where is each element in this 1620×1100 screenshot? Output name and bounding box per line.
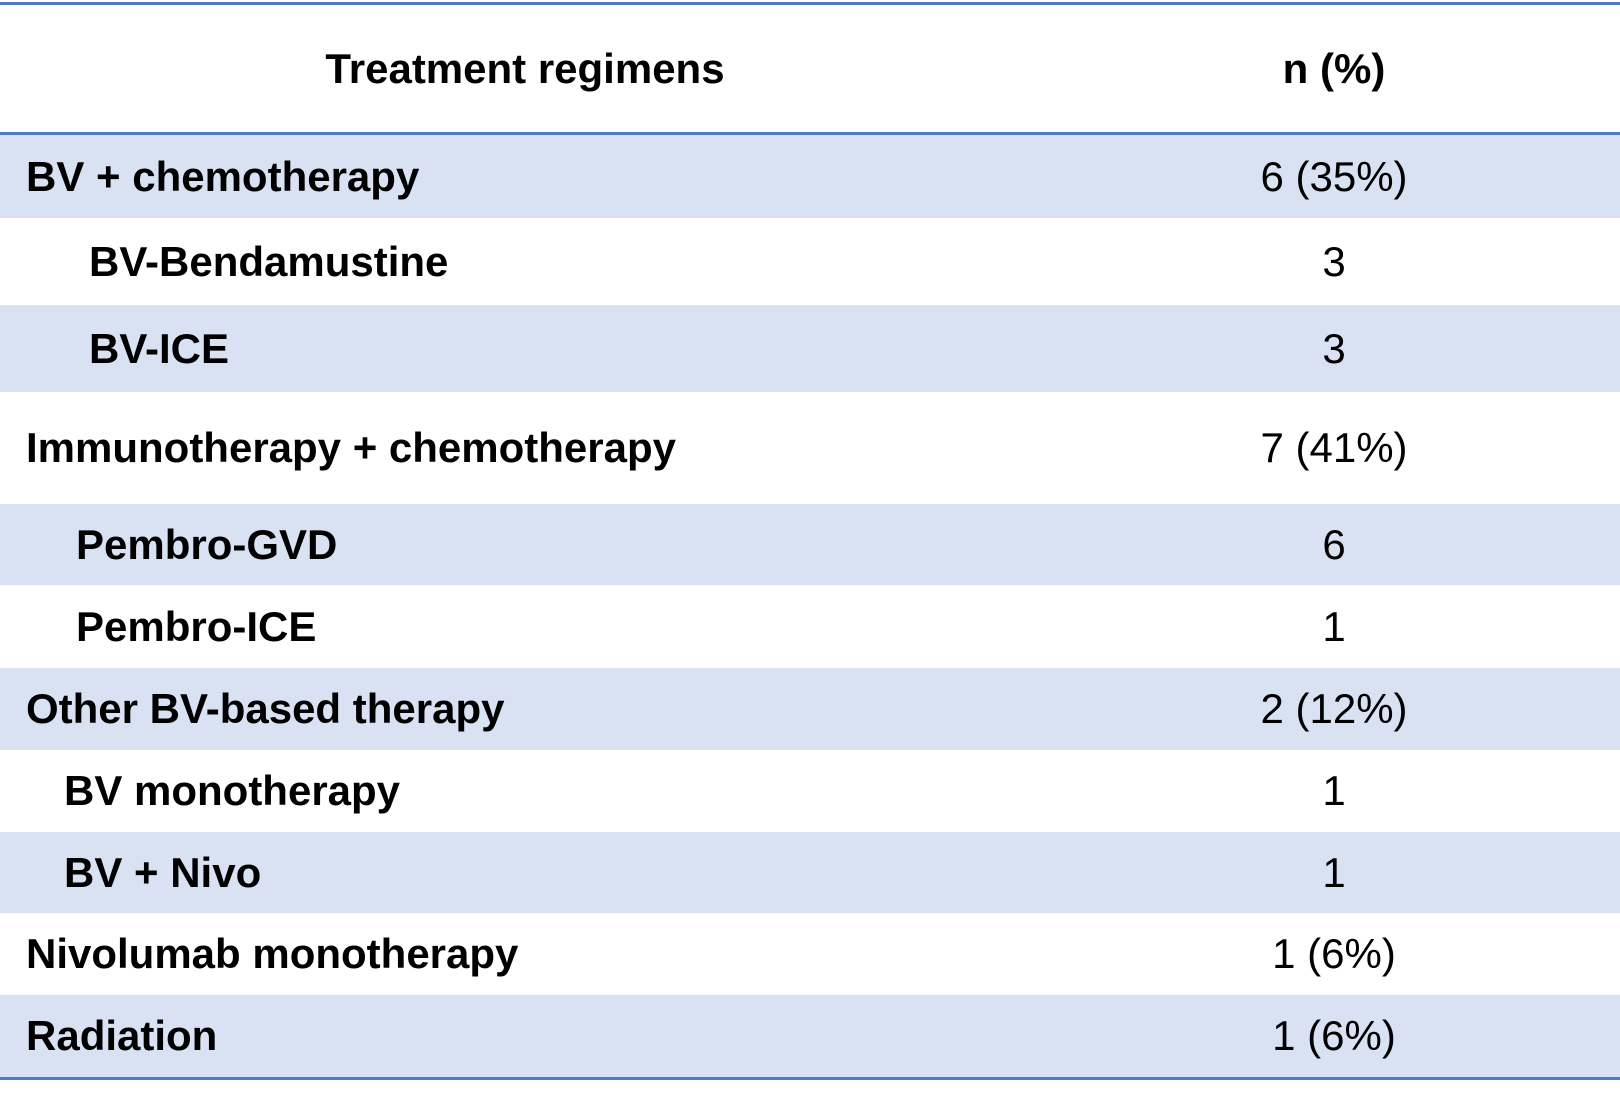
table-row: Nivolumab monotherapy 1 (6%) — [0, 913, 1620, 995]
regimen: Pembro-GVD — [76, 520, 338, 568]
count: 6 (35%) — [1260, 152, 1408, 200]
count: 1 — [1322, 767, 1346, 814]
table-row: BV + Nivo 1 — [0, 832, 1620, 913]
regimen: Radiation — [26, 1012, 218, 1059]
count: 1 (6%) — [1272, 1012, 1396, 1059]
header-cell: n (%) — [1282, 44, 1386, 92]
regimen: BV monotherapy — [64, 767, 401, 814]
count: 7 (41%) — [1260, 424, 1408, 471]
table-row: Pembro-GVD 6 — [0, 504, 1620, 585]
table-row: BV monotherapy 1 — [0, 750, 1620, 832]
regimen: BV-ICE — [89, 324, 230, 372]
regimen: Nivolumab monotherapy — [26, 930, 519, 977]
count: 3 — [1322, 324, 1346, 372]
table-row: Other BV-based therapy 2 (12%) — [0, 668, 1620, 750]
count: 3 — [1322, 237, 1346, 285]
table-row: BV-Bendamustine 3 — [0, 218, 1620, 305]
table-row: BV-ICE 3 — [0, 305, 1620, 392]
table-row: BV + chemotherapy 6 (35%) — [0, 135, 1620, 218]
count: 1 — [1322, 602, 1346, 650]
count: 1 (6%) — [1272, 930, 1396, 977]
regimen: BV + Nivo — [64, 848, 262, 896]
table-row: Immunotherapy + chemotherapy 7 (41%) — [0, 392, 1620, 504]
regimen: Pembro-ICE — [76, 602, 317, 650]
table-row: Radiation 1 (6%) — [0, 995, 1620, 1077]
header-row: Treatment regimens n (%) — [0, 5, 1620, 135]
count: 6 — [1322, 520, 1346, 568]
regimen: BV-Bendamustine — [89, 237, 449, 285]
count: 2 (12%) — [1260, 685, 1408, 732]
table-row: Pembro-ICE 1 — [0, 585, 1620, 668]
regimen: BV + chemotherapy — [26, 152, 420, 200]
regimen: Other BV-based therapy — [26, 685, 505, 732]
count: 1 — [1322, 848, 1346, 896]
header-cell: Treatment regimens — [325, 44, 725, 92]
regimen: Immunotherapy + chemotherapy — [26, 424, 676, 471]
